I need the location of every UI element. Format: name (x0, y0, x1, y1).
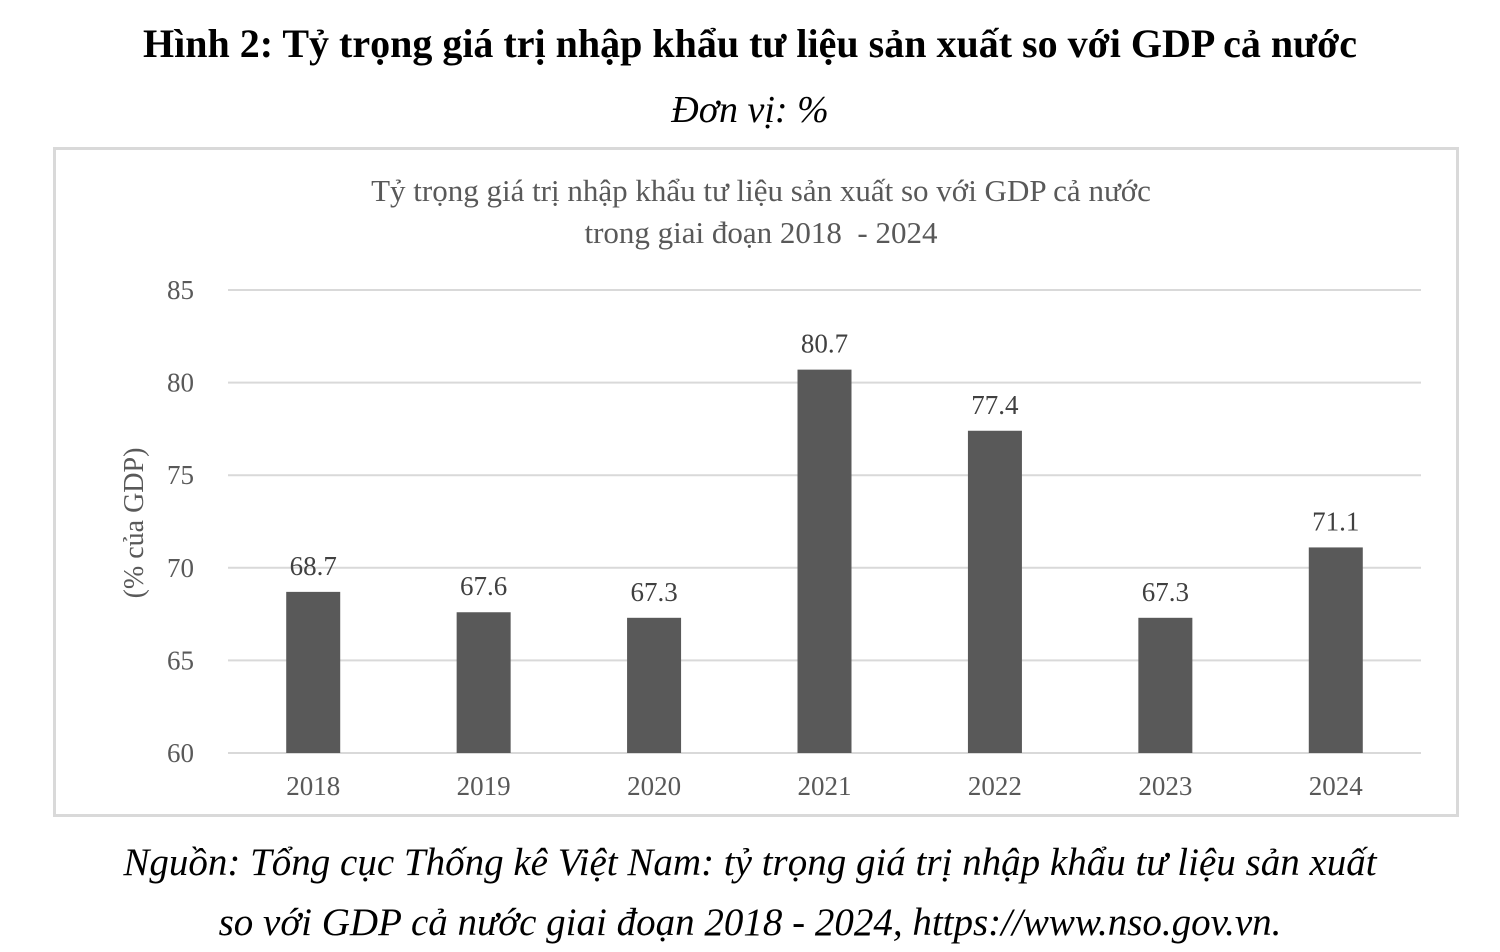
y-tick-label: 70 (167, 553, 194, 583)
x-tick-label: 2020 (627, 771, 681, 801)
y-tick-label: 75 (167, 460, 194, 490)
data-label: 67.6 (460, 571, 507, 601)
x-tick-label: 2023 (1138, 771, 1192, 801)
y-axis-label: (% của GDP) (119, 448, 150, 599)
y-tick-labels: 60 65 70 75 80 85 (167, 275, 194, 768)
y-tick-label: 80 (167, 368, 194, 398)
data-label: 77.4 (971, 390, 1019, 420)
data-label: 67.3 (1142, 577, 1189, 607)
figure-title: Hình 2: Tỷ trọng giá trị nhập khẩu tư li… (143, 21, 1357, 66)
bar-2020 (627, 617, 682, 753)
x-tick-label: 2018 (286, 771, 340, 801)
y-tick-label: 85 (167, 275, 194, 305)
x-tick-label: 2024 (1309, 771, 1364, 801)
figure-unit: Đơn vị: % (671, 89, 829, 131)
x-tick-labels: 2018 2019 2020 2021 2022 2023 2024 (286, 771, 1363, 801)
x-tick-label: 2022 (968, 771, 1022, 801)
data-label: 71.1 (1312, 506, 1359, 536)
x-tick-label: 2021 (798, 771, 852, 801)
bar-2022 (967, 430, 1022, 753)
data-label: 80.7 (801, 329, 848, 359)
bar-2019 (456, 612, 511, 753)
chart-frame: 68.7 67.6 67.3 80.7 77.4 67.3 71.1 60 65 70 75 80 8… (53, 147, 1459, 817)
source-note-line1: Nguồn: Tổng cục Thống kê Việt Nam: tỷ tr… (123, 841, 1377, 884)
x-tick-label: 2019 (457, 771, 511, 801)
chart-subtitle: trong giai đoạn 2018 - 2024 (584, 215, 938, 250)
bars (286, 369, 1363, 753)
chart-title: Tỷ trọng giá trị nhập khẩu tư liệu sản x… (371, 173, 1151, 208)
bar-2021 (797, 369, 852, 753)
source-note-line2: so với GDP cả nước giai đoạn 2018 - 2024… (218, 901, 1282, 944)
y-tick-label: 65 (167, 645, 194, 675)
bar-2024 (1308, 547, 1363, 753)
bar-2018 (286, 591, 341, 753)
data-labels: 68.7 67.6 67.3 80.7 77.4 67.3 71.1 (290, 329, 1360, 607)
y-tick-label: 60 (167, 738, 194, 768)
bar-chart: 68.7 67.6 67.3 80.7 77.4 67.3 71.1 60 65 70 75 80 8… (119, 173, 1421, 801)
data-label: 68.7 (290, 551, 337, 581)
data-label: 67.3 (630, 577, 677, 607)
bar-2023 (1138, 617, 1193, 753)
